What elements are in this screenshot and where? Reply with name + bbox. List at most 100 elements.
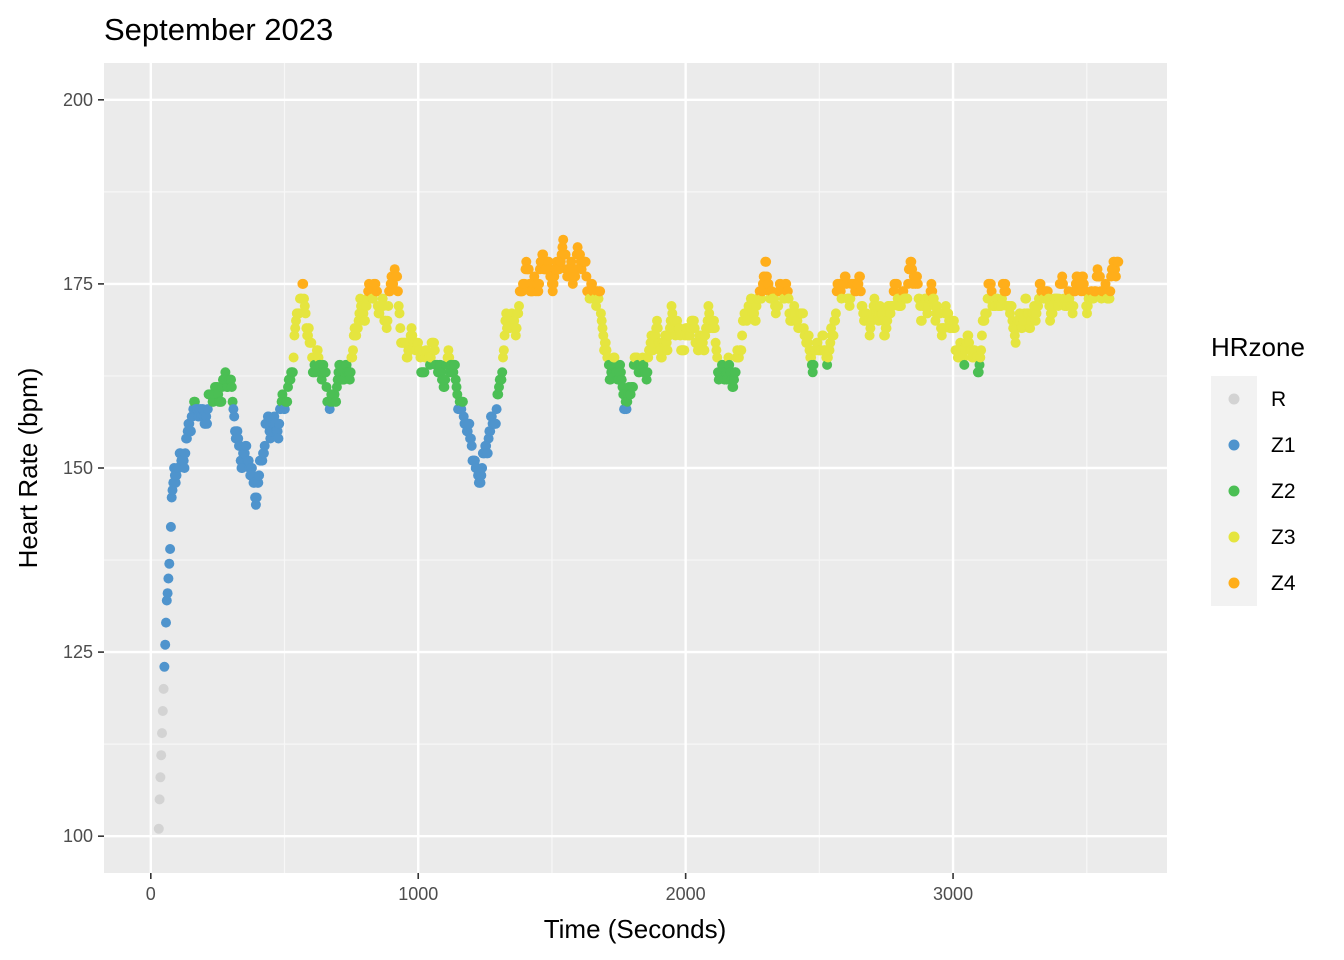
data-point	[580, 256, 591, 267]
data-point	[730, 367, 741, 378]
data-point	[1047, 308, 1058, 319]
data-point	[443, 345, 454, 356]
data-point	[477, 463, 488, 473]
data-point	[789, 301, 800, 311]
data-point	[465, 433, 476, 444]
data-point	[616, 374, 627, 385]
data-point	[808, 359, 819, 370]
data-point	[157, 706, 168, 716]
data-point	[1094, 271, 1105, 282]
data-point	[306, 337, 317, 348]
data-point	[741, 315, 752, 326]
data-point	[948, 315, 959, 326]
data-point	[975, 352, 986, 363]
data-point	[736, 345, 747, 356]
data-point	[344, 374, 355, 385]
data-point	[513, 308, 524, 319]
data-point	[855, 271, 865, 282]
data-point	[881, 323, 892, 334]
data-point	[822, 359, 833, 370]
data-points	[153, 234, 1124, 834]
data-point	[159, 661, 170, 672]
data-point	[756, 293, 767, 304]
data-point	[419, 367, 430, 378]
data-point	[973, 367, 984, 378]
data-point	[320, 367, 331, 378]
data-point	[959, 359, 970, 370]
data-point	[737, 330, 748, 341]
legend-label-r: R	[1271, 388, 1286, 411]
data-point	[595, 286, 606, 297]
data-point	[241, 440, 252, 451]
data-point	[153, 823, 164, 834]
data-point	[457, 396, 468, 407]
data-point	[165, 521, 176, 532]
data-point	[1068, 301, 1079, 311]
data-point	[498, 352, 508, 363]
data-point	[783, 293, 794, 304]
data-point	[703, 301, 714, 311]
data-point	[269, 411, 280, 422]
data-point	[179, 463, 190, 473]
data-point	[628, 382, 638, 392]
data-point	[621, 404, 632, 415]
y-tick-label: 175	[63, 274, 93, 294]
data-point	[228, 404, 239, 415]
y-tick-label: 150	[63, 458, 93, 478]
data-point	[158, 683, 169, 694]
data-point	[538, 249, 549, 260]
data-point	[570, 271, 581, 282]
data-point	[382, 315, 393, 326]
data-point	[226, 382, 237, 392]
data-point	[510, 330, 521, 341]
data-point	[395, 323, 406, 334]
data-point	[688, 315, 699, 326]
data-point	[666, 301, 677, 311]
data-point	[560, 249, 571, 260]
data-point	[1000, 278, 1011, 289]
data-point	[689, 323, 700, 334]
data-point	[976, 330, 987, 341]
data-point	[250, 499, 261, 510]
data-point	[254, 470, 265, 481]
data-point	[429, 337, 439, 348]
data-point	[497, 367, 508, 378]
data-point	[684, 330, 695, 341]
data-point	[498, 345, 509, 356]
data-point	[912, 278, 923, 289]
data-point	[303, 323, 314, 334]
data-point	[372, 286, 382, 297]
data-point	[348, 345, 358, 356]
data-point	[877, 308, 888, 319]
legend-label-z2: Z2	[1271, 480, 1296, 503]
data-point	[156, 750, 167, 761]
data-point	[157, 728, 167, 739]
data-point	[1082, 308, 1092, 319]
data-point	[1078, 271, 1088, 282]
data-point	[155, 772, 166, 783]
data-point	[830, 315, 841, 326]
data-point	[425, 352, 436, 363]
data-point	[164, 558, 175, 569]
data-point	[830, 308, 841, 319]
data-point	[1006, 301, 1017, 311]
data-point	[615, 367, 626, 378]
x-axis-title: Time (Seconds)	[544, 914, 727, 944]
data-point	[597, 323, 608, 334]
data-point	[300, 308, 311, 319]
data-point	[450, 374, 461, 385]
data-point	[581, 271, 592, 282]
data-point	[1025, 323, 1036, 334]
data-point	[299, 293, 309, 304]
data-point	[974, 359, 985, 370]
data-point	[605, 374, 616, 385]
data-point	[162, 588, 173, 599]
data-point	[922, 308, 933, 319]
data-point	[406, 323, 417, 334]
data-point	[699, 345, 710, 356]
data-point	[976, 345, 987, 356]
data-point	[803, 330, 814, 341]
data-point	[160, 639, 171, 650]
data-point	[711, 345, 722, 356]
